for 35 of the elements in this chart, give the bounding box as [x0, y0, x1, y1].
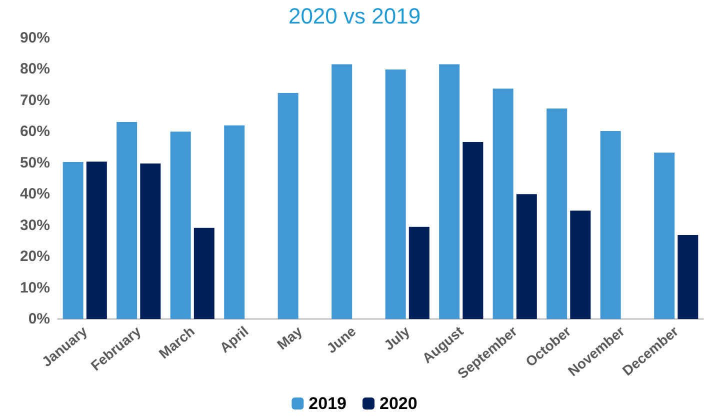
bar [492, 88, 514, 319]
y-tick-label: 20% [20, 248, 50, 266]
y-tick-label: 50% [20, 154, 50, 172]
bar [170, 132, 191, 319]
x-tick-label: July [380, 322, 413, 354]
bar [516, 194, 537, 319]
bar [116, 122, 138, 319]
bar [62, 162, 84, 319]
bar [546, 108, 568, 319]
bar [654, 152, 675, 319]
y-tick-label: 60% [20, 123, 50, 140]
bar [385, 70, 406, 319]
y-tick-label: 70% [20, 92, 50, 109]
legend-label: 2019 [308, 394, 347, 413]
legend-label: 2020 [380, 394, 418, 413]
y-tick-label: 80% [20, 60, 50, 78]
bar [278, 92, 298, 319]
bar [462, 142, 484, 319]
bar [140, 164, 161, 319]
bar [678, 235, 698, 319]
y-tick-label: 30% [20, 216, 50, 234]
bar [194, 228, 214, 319]
bar [570, 210, 591, 319]
bar [224, 125, 245, 319]
bar [600, 131, 621, 319]
y-tick-label: 90% [20, 30, 50, 46]
bar [332, 64, 352, 319]
bar [86, 162, 107, 319]
y-tick-label: 40% [20, 186, 50, 203]
bar [408, 226, 430, 319]
y-tick-label: 0% [28, 310, 50, 328]
y-tick-label: 10% [20, 279, 50, 296]
bar [439, 64, 460, 319]
x-tick-label: May [274, 322, 306, 353]
chart-title: 2020 vs 2019 [288, 4, 421, 28]
